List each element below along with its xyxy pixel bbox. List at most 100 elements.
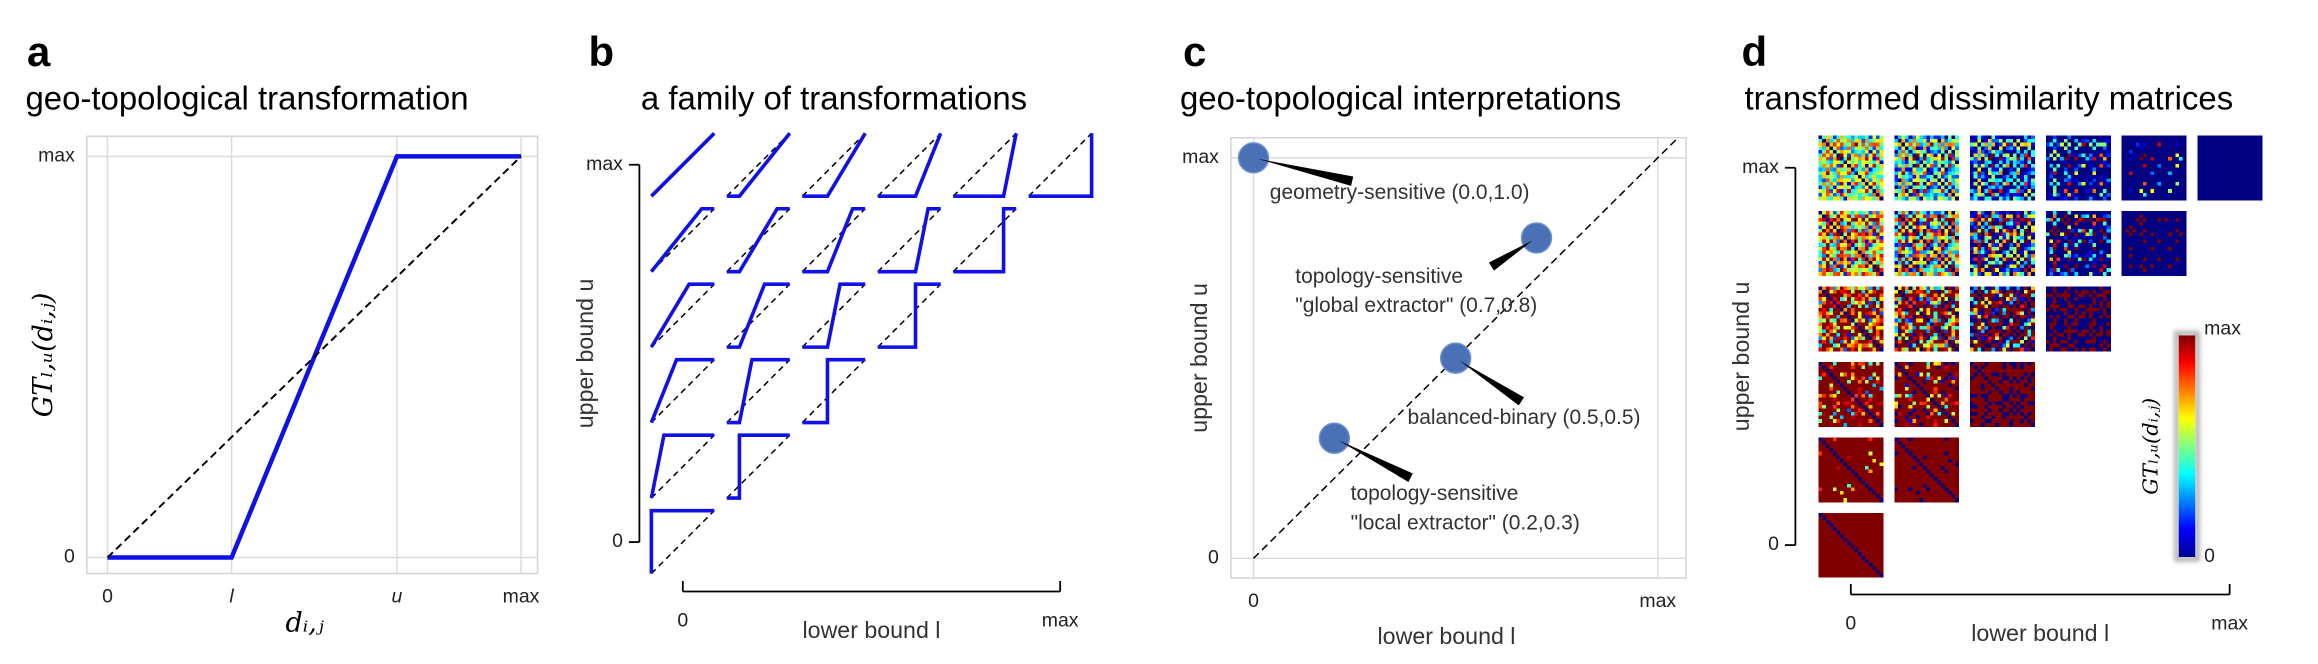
matrix-cell (1861, 343, 1866, 348)
matrix-cell (1832, 473, 1837, 478)
matrix-cell (2002, 232, 2007, 237)
matrix-cell (1825, 458, 1830, 463)
matrix-cell (1912, 473, 1917, 478)
matrix-cell (1822, 412, 1827, 417)
matrix-cell (1908, 487, 1913, 492)
matrix-cell (1850, 286, 1855, 291)
matrix-cell (1915, 369, 1920, 374)
matrix-cell (1905, 469, 1910, 474)
matrix-cell (1872, 369, 1877, 374)
matrix-cell (2023, 408, 2028, 413)
matrix-cell (1897, 476, 1902, 481)
matrix-cell (2013, 253, 2018, 258)
matrix-cell (2002, 268, 2007, 273)
matrix-cell (2002, 365, 2007, 370)
matrix-cell (2056, 300, 2061, 305)
matrix-cell (1995, 365, 2000, 370)
matrix-cell (1822, 343, 1827, 348)
matrix-cell (1970, 408, 1975, 413)
matrix-cell (1861, 261, 1866, 266)
matrix-cell (2146, 250, 2151, 255)
matrix-cell (1840, 545, 1845, 550)
matrix-cell (1832, 268, 1837, 273)
matrix-cell (2070, 304, 2075, 309)
matrix-cell (1951, 286, 1956, 291)
matrix-cell (2085, 311, 2090, 316)
matrix-cell (2106, 290, 2111, 295)
matrix-cell (1901, 332, 1906, 338)
matrix-cell (1836, 336, 1841, 341)
matrix-cell (1948, 440, 1953, 446)
matrix-cell (2161, 268, 2166, 273)
matrix-cell (2053, 225, 2058, 230)
matrix-cell (1905, 304, 1910, 309)
matrix-cell (1922, 458, 1928, 463)
matrix-cell (1850, 397, 1855, 402)
matrix-cell (1955, 315, 1960, 320)
matrix-cell (2178, 253, 2183, 258)
matrix-cell (1897, 253, 1902, 258)
matrix-cell (2182, 268, 2187, 273)
matrix-cell (2056, 232, 2061, 237)
matrix-cell (2023, 336, 2028, 341)
matrix-cell (2049, 340, 2054, 345)
matrix-cell (1825, 422, 1830, 427)
matrix-cell (1818, 228, 1823, 233)
matrix-cell (2085, 218, 2090, 223)
matrix-cell (1832, 332, 1837, 338)
matrix-cell (2067, 271, 2072, 276)
matrix-cell (1836, 236, 1841, 241)
annotation-wedge (1257, 158, 1354, 186)
matrix-cell (2088, 336, 2093, 341)
line-series (106, 155, 522, 559)
matrix-cell (1948, 383, 1953, 388)
matrix-cell (1951, 290, 1956, 295)
matrix-cell (1879, 340, 1884, 345)
matrix-cell (2009, 365, 2014, 370)
matrix-cell (1872, 243, 1877, 248)
matrix-cell (1944, 422, 1949, 427)
matrix-cell (1933, 239, 1938, 244)
matrix-cell (1857, 250, 1862, 255)
matrix-cell (1850, 311, 1855, 316)
matrix-cell (1829, 271, 1834, 276)
matrix-cell (1970, 336, 1975, 341)
matrix-cell (2095, 290, 2101, 295)
matrix-cell (1908, 300, 1913, 305)
matrix-cell (1868, 311, 1873, 316)
matrix-cell (1854, 527, 1859, 532)
matrix-cell (2085, 253, 2090, 258)
matrix-cell (1832, 221, 1837, 226)
matrix-cell (1901, 491, 1906, 496)
matrix-cell (1894, 462, 1899, 467)
matrix-cell (1843, 325, 1848, 330)
matrix-cell (1908, 347, 1913, 352)
matrix-cell (1868, 487, 1873, 492)
matrix-cell (1984, 390, 1989, 395)
matrix-cell (1829, 573, 1834, 578)
matrix-cell (1836, 444, 1841, 449)
matrix-cell (2074, 257, 2079, 262)
matrix-cell (1829, 236, 1834, 241)
matrix-cell (2030, 365, 2035, 370)
matrix-cell (1872, 498, 1877, 503)
matrix-cell (2171, 264, 2176, 269)
matrix-cell (1933, 268, 1938, 273)
matrix-cell (1912, 307, 1917, 312)
matrix-cell (2106, 297, 2111, 302)
matrix-cell (1836, 480, 1841, 485)
matrix-cell (1988, 332, 1993, 338)
matrix-cell (1955, 225, 1960, 230)
matrix-cell (1940, 214, 1945, 219)
matrix-cell (1908, 473, 1913, 478)
matrix-cell (1995, 422, 2000, 427)
matrix-cell (1894, 211, 1899, 216)
matrix-cell (1991, 379, 1996, 384)
identity-line (726, 434, 791, 499)
matrix-cell (1861, 491, 1866, 496)
matrix-cell (1995, 325, 2000, 330)
matrix-cell (1850, 444, 1855, 449)
matrix-cell (1850, 545, 1855, 550)
matrix-cell (1850, 253, 1855, 258)
matrix-cell (1829, 537, 1834, 542)
